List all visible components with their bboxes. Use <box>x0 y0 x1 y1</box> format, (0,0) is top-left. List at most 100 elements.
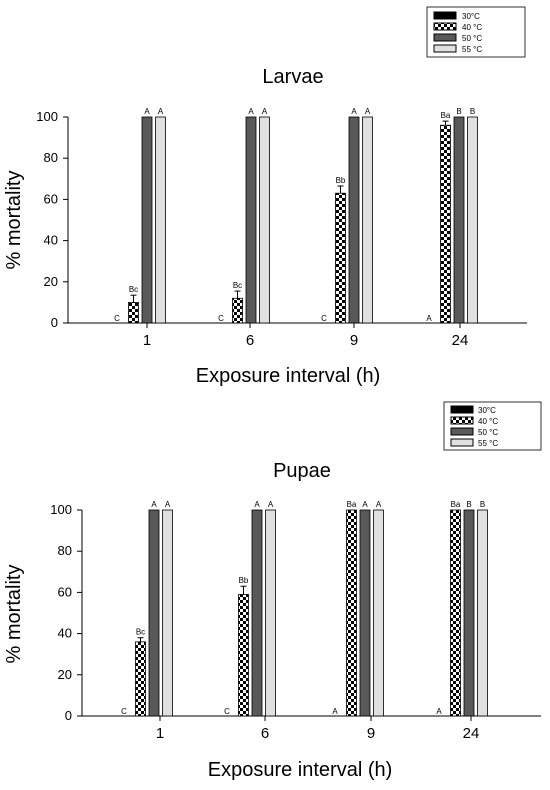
x-axis-label-pupae: Exposure interval (h) <box>208 759 393 781</box>
legend-label-50: 50 °C <box>462 34 482 43</box>
chart-title-larvae: Larvae <box>262 66 323 88</box>
bar-pupae-50c-1h <box>149 510 159 716</box>
x-tick-label: 24 <box>463 725 480 742</box>
significance-label: A <box>362 500 368 509</box>
bar-pupae-50c-9h <box>360 510 370 716</box>
significance-label: Ba <box>347 500 357 509</box>
significance-label: Bc <box>136 628 145 637</box>
significance-label: B <box>480 500 485 509</box>
x-tick-label: 9 <box>367 725 375 742</box>
x-tick-label: 6 <box>246 332 254 349</box>
significance-label: A <box>426 314 432 323</box>
y-tick-label: 0 <box>65 708 72 723</box>
bar-larvae-40c-6h <box>233 298 243 323</box>
bar-pupae-40c-24h <box>451 510 461 716</box>
significance-label: B <box>470 107 475 116</box>
significance-label: A <box>351 107 357 116</box>
y-tick-label: 60 <box>58 584 72 599</box>
x-tick-label: 1 <box>156 725 164 742</box>
bar-pupae-50c-24h <box>464 510 474 716</box>
significance-label: Bb <box>336 176 346 185</box>
x-tick-label: 9 <box>350 332 358 349</box>
y-tick-label: 80 <box>58 543 72 558</box>
significance-label: A <box>436 707 442 716</box>
significance-label: A <box>248 107 254 116</box>
y-tick-label: 60 <box>44 191 58 206</box>
bar-larvae-50c-6h <box>246 117 256 323</box>
x-ticks-larvae: 1 6 9 24 <box>143 323 469 349</box>
y-ticks-pupae: 0 20 40 60 80 100 <box>50 502 82 723</box>
bar-larvae-50c-24h <box>454 117 464 323</box>
significance-label: A <box>332 707 338 716</box>
y-tick-label: 80 <box>44 150 58 165</box>
bar-pupae-50c-6h <box>252 510 262 716</box>
y-tick-label: 100 <box>36 109 58 124</box>
y-tick-label: 0 <box>51 315 58 330</box>
bar-larvae-55c-9h <box>363 117 373 323</box>
significance-label: A <box>365 107 371 116</box>
significance-label: Bc <box>129 285 138 294</box>
significance-label: B <box>456 107 461 116</box>
bar-larvae-40c-1h <box>129 302 139 323</box>
significance-label: Bb <box>239 576 249 585</box>
legend-swatch-55 <box>451 439 473 446</box>
x-axis-label-larvae: Exposure interval (h) <box>196 365 381 387</box>
bar-pupae-55c-9h <box>374 510 384 716</box>
bar-pupae-40c-1h <box>136 642 146 716</box>
bar-larvae-55c-1h <box>156 117 166 323</box>
bar-larvae-50c-9h <box>349 117 359 323</box>
legend-swatch-50 <box>451 428 473 435</box>
chart-title-pupae: Pupae <box>273 460 331 482</box>
significance-label: C <box>321 314 327 323</box>
significance-label: A <box>262 107 268 116</box>
legend-larvae: 30°C 40 °C 50 °C 55 °C <box>427 7 525 57</box>
x-ticks-pupae: 1 6 9 24 <box>156 716 480 742</box>
legend-swatch-40 <box>451 417 473 424</box>
y-tick-label: 100 <box>50 502 72 517</box>
legend-label-55: 55 °C <box>478 439 498 448</box>
y-tick-label: 40 <box>58 626 72 641</box>
y-axis-label-larvae: % mortality <box>3 171 25 270</box>
bar-larvae-40c-24h <box>441 125 451 323</box>
legend-swatch-40 <box>434 23 456 30</box>
significance-label: A <box>254 500 260 509</box>
significance-label: A <box>151 500 157 509</box>
legend-label-30: 30°C <box>478 406 496 415</box>
significance-label: Bc <box>233 281 242 290</box>
panel-larvae: 30°C 40 °C 50 °C 55 °C Larvae % mortalit… <box>3 7 527 387</box>
x-tick-label: 6 <box>261 725 269 742</box>
legend-swatch-50 <box>434 34 456 41</box>
legend-label-40: 40 °C <box>462 23 482 32</box>
significance-label: A <box>376 500 382 509</box>
bar-pupae-55c-6h <box>266 510 276 716</box>
legend-label-40: 40 °C <box>478 417 498 426</box>
significance-label: A <box>158 107 164 116</box>
bar-pupae-40c-6h <box>239 594 249 716</box>
significance-label: Ba <box>451 500 461 509</box>
bar-pupae-55c-24h <box>478 510 488 716</box>
legend-label-30: 30°C <box>462 12 480 21</box>
x-tick-label: 1 <box>143 332 151 349</box>
bar-larvae-50c-1h <box>142 117 152 323</box>
significance-label: A <box>144 107 150 116</box>
y-tick-label: 20 <box>58 667 72 682</box>
legend-label-55: 55 °C <box>462 45 482 54</box>
panel-pupae: 30°C 40 °C 50 °C 55 °C Pupae % mortality… <box>3 402 541 781</box>
y-tick-label: 40 <box>44 233 58 248</box>
y-tick-label: 20 <box>44 274 58 289</box>
y-axis-label-pupae: % mortality <box>3 565 25 664</box>
significance-label: A <box>268 500 274 509</box>
x-tick-label: 24 <box>452 332 469 349</box>
bar-larvae-55c-24h <box>468 117 478 323</box>
bar-pupae-55c-1h <box>163 510 173 716</box>
bar-larvae-40c-9h <box>336 193 346 323</box>
significance-label: C <box>224 707 230 716</box>
legend-pupae: 30°C 40 °C 50 °C 55 °C <box>444 402 541 450</box>
significance-label: C <box>218 314 224 323</box>
legend-swatch-30 <box>451 406 473 413</box>
y-ticks-larvae: 0 20 40 60 80 100 <box>36 109 68 330</box>
significance-label: Ba <box>441 111 451 120</box>
